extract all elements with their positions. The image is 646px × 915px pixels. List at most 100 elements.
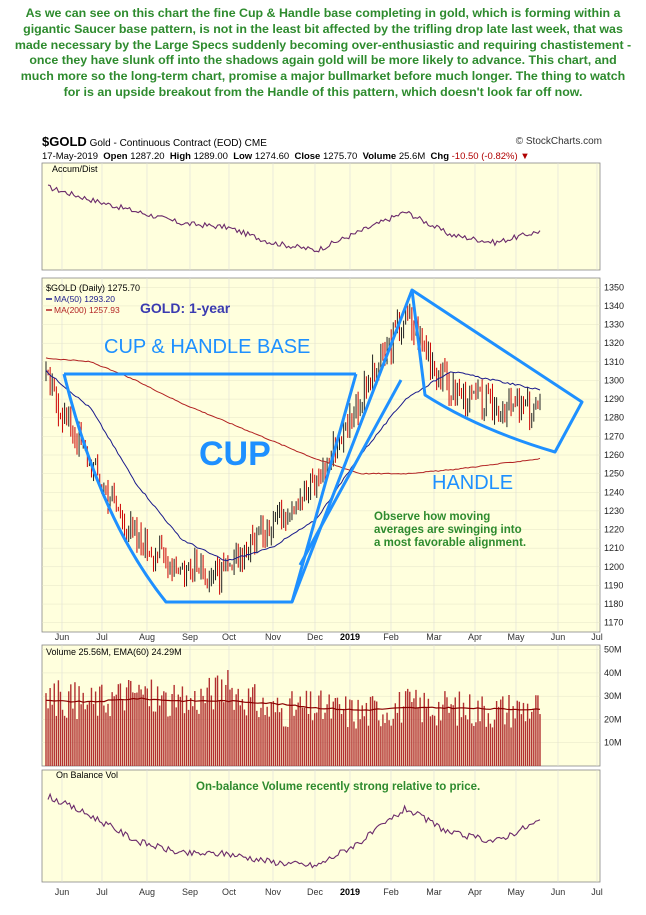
x-tick-label-top: Jun xyxy=(551,632,566,642)
price-tick-label: 1220 xyxy=(604,525,624,535)
x-tick-label-bottom: 2019 xyxy=(340,887,360,897)
ma-note-line: Observe how moving xyxy=(374,511,490,523)
cup-label: CUP xyxy=(199,435,271,473)
x-tick-label-bottom: May xyxy=(507,887,525,897)
ma-note-line: averages are swinging into xyxy=(374,524,522,536)
price-title: GOLD: 1-year xyxy=(140,300,231,316)
x-tick-label-bottom: Aug xyxy=(139,887,155,897)
volume-tick-label: 20M xyxy=(604,714,622,724)
price-tick-label: 1310 xyxy=(604,357,624,367)
price-tick-label: 1240 xyxy=(604,487,624,497)
close-value: 1275.70 xyxy=(322,151,358,162)
x-tick-label-bottom: Oct xyxy=(222,887,237,897)
accum-dist-line xyxy=(47,184,541,253)
price-tick-label: 1300 xyxy=(604,375,624,385)
chart-header-quote: 17-May-2019 Open 1287.20 High 1289.00 Lo… xyxy=(42,151,602,162)
x-tick-label-bottom: Jun xyxy=(55,887,70,897)
obv-note: On-balance Volume recently strong relati… xyxy=(196,781,480,793)
ma50-legend: MA(50) 1293.20 xyxy=(54,294,115,304)
chg-label: Chg xyxy=(430,151,449,162)
x-tick-label-top: Sep xyxy=(182,632,198,642)
volume-tick-label: 10M xyxy=(604,738,622,748)
low-label: Low xyxy=(233,151,253,162)
close-label: Close xyxy=(294,151,321,162)
low-value: 1274.60 xyxy=(254,151,290,162)
handle-label: HANDLE xyxy=(432,472,513,494)
x-tick-label-bottom: Nov xyxy=(265,887,282,897)
x-tick-label-top: Jul xyxy=(96,632,108,642)
x-tick-label-bottom: Jul xyxy=(96,887,108,897)
x-tick-label-bottom: Apr xyxy=(468,887,482,897)
price-tick-label: 1250 xyxy=(604,469,624,479)
price-tick-label: 1290 xyxy=(604,394,624,404)
chg-value: -10.50 (-0.82%) xyxy=(451,151,518,162)
ma-note-line: a most favorable alignment. xyxy=(374,537,526,549)
x-tick-label-top: Oct xyxy=(222,632,237,642)
x-tick-label-top: Mar xyxy=(426,632,442,642)
price-tick-label: 1180 xyxy=(604,599,623,609)
instrument-name: Gold - Continuous Contract (EOD) xyxy=(89,138,242,149)
x-tick-label-bottom: Sep xyxy=(182,887,198,897)
open-value: 1287.20 xyxy=(130,151,165,162)
x-tick-label-top: 2019 xyxy=(340,632,360,642)
panel-acc xyxy=(41,162,601,271)
x-tick-label-top: Apr xyxy=(468,632,482,642)
price-tick-label: 1260 xyxy=(604,450,624,460)
ma50-line xyxy=(45,369,541,562)
x-tick-label-top: Jun xyxy=(55,632,70,642)
chg-down-icon: ▼ xyxy=(520,151,530,162)
volume-tick-label: 30M xyxy=(604,691,622,701)
volume-tick-label: 40M xyxy=(604,668,622,678)
x-tick-label-top: Jul xyxy=(591,632,603,642)
x-tick-label-bottom: Mar xyxy=(426,887,442,897)
x-tick-label-top: Aug xyxy=(139,632,155,642)
price-tick-label: 1320 xyxy=(604,338,624,348)
x-tick-label-top: Feb xyxy=(383,632,399,642)
cup-outline xyxy=(62,373,358,604)
x-tick-label-bottom: Feb xyxy=(383,887,399,897)
high-value: 1289.00 xyxy=(193,151,228,162)
price-tick-label: 1340 xyxy=(604,301,624,311)
price-legend-symbol: $GOLD (Daily) 1275.70 xyxy=(46,283,140,293)
price-tick-label: 1230 xyxy=(604,506,624,516)
high-label: High xyxy=(169,151,191,162)
volume-value: 25.6M xyxy=(398,151,426,162)
price-tick-label: 1350 xyxy=(604,282,624,292)
x-tick-label-bottom: Jul xyxy=(591,887,603,897)
volume-label: Volume xyxy=(362,151,397,162)
price-tick-label: 1190 xyxy=(604,580,623,590)
x-tick-label-top: May xyxy=(507,632,525,642)
obv-line xyxy=(47,792,541,869)
volume-tick-label: 50M xyxy=(604,645,622,655)
annotations xyxy=(62,288,584,604)
cup-handle-base-label: CUP & HANDLE BASE xyxy=(104,336,310,358)
x-tick-label-bottom: Jun xyxy=(551,887,566,897)
price-tick-label: 1330 xyxy=(604,320,624,330)
ma200-legend: MA(200) 1257.93 xyxy=(54,305,120,315)
chart-header-title: $GOLD Gold - Continuous Contract (EOD) C… xyxy=(42,134,602,149)
source-credit: © StockCharts.com xyxy=(515,136,602,147)
price-tick-label: 1270 xyxy=(604,431,624,441)
price-tick-label: 1170 xyxy=(604,618,623,628)
price-tick-label: 1210 xyxy=(604,543,624,553)
price-tick-label: 1200 xyxy=(604,562,624,572)
cup-right-inner-wall xyxy=(298,379,403,566)
cup-right-wall xyxy=(290,289,414,603)
exchange: CME xyxy=(244,138,267,149)
quote-date: 17-May-2019 xyxy=(42,151,98,162)
x-tick-label-bottom: Dec xyxy=(307,887,324,897)
x-tick-label-top: Dec xyxy=(307,632,324,642)
price-tick-label: 1280 xyxy=(604,413,624,423)
commentary-text: As we can see on this chart the fine Cup… xyxy=(14,6,632,99)
obv-label: On Balance Vol xyxy=(56,770,118,780)
symbol: $GOLD xyxy=(42,134,87,149)
handle-outline xyxy=(410,288,584,454)
x-tick-label-top: Nov xyxy=(265,632,282,642)
accum-dist-label: Accum/Dist xyxy=(52,164,98,174)
volume-legend: Volume 25.56M, EMA(60) 24.29M xyxy=(46,647,182,657)
volume-ema-line xyxy=(45,697,541,711)
ma200-line xyxy=(45,357,541,475)
open-label: Open xyxy=(103,151,128,162)
grid-lines xyxy=(42,163,600,882)
